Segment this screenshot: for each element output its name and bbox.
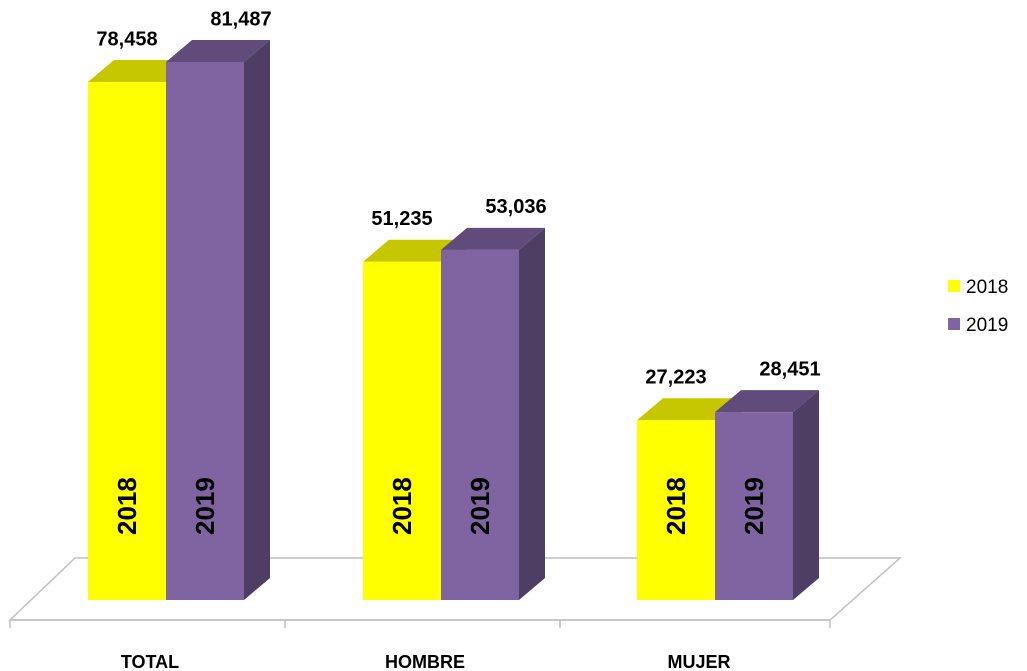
x-tick-label: HOMBRE — [385, 652, 465, 671]
bar-front — [441, 249, 519, 600]
bar-side — [519, 227, 545, 600]
legend-swatch — [948, 318, 960, 330]
value-label: 81,487 — [210, 8, 271, 30]
bar-series-label: 2018 — [112, 477, 142, 535]
x-tick-label: MUJER — [667, 652, 730, 671]
value-label: 51,235 — [371, 208, 432, 230]
bar — [441, 227, 545, 600]
value-label: 78,458 — [96, 28, 157, 50]
bar-front — [715, 412, 793, 600]
bar-front — [637, 420, 715, 600]
bar — [166, 40, 270, 600]
bar-side — [244, 40, 270, 600]
x-tick-label: TOTAL — [121, 652, 179, 671]
bar-series-label: 2018 — [387, 477, 417, 535]
bar-series-label: 2019 — [465, 477, 495, 535]
legend-swatch — [948, 280, 960, 292]
bar-top — [441, 227, 545, 250]
bar-series-label: 2019 — [739, 477, 769, 535]
bar — [715, 390, 819, 600]
bar-top — [715, 390, 819, 413]
bar-front — [88, 81, 166, 601]
legend-label: 2019 — [966, 315, 1008, 336]
bar-front — [363, 261, 441, 600]
legend-label: 2018 — [966, 277, 1008, 298]
value-label: 27,223 — [645, 367, 706, 389]
value-label: 28,451 — [759, 358, 820, 380]
bar-series-label: 2019 — [190, 477, 220, 535]
value-label: 53,036 — [485, 196, 546, 218]
bar-series-label: 2018 — [661, 477, 691, 535]
bar-top — [166, 40, 270, 62]
bar-front — [166, 62, 244, 600]
bar-side — [793, 390, 819, 600]
